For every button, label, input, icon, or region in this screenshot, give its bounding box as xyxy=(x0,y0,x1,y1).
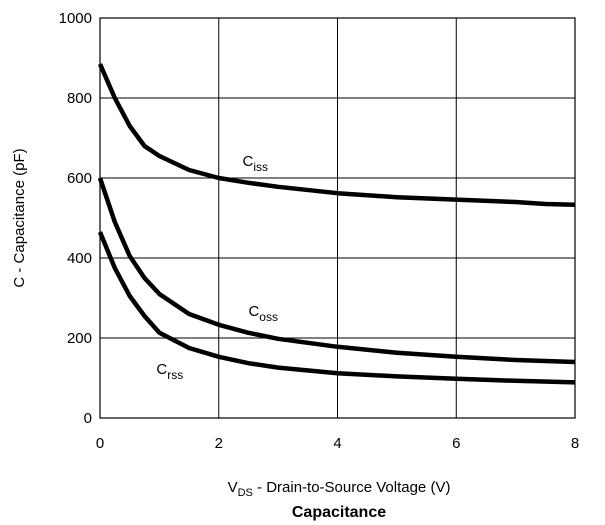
series-line-coss xyxy=(97,177,576,365)
x-axis-label: VDS - Drain-to-Source Voltage (V) xyxy=(228,479,451,499)
x-tick-label: 4 xyxy=(333,435,341,452)
series-line-ciss xyxy=(97,63,576,208)
y-tick-label: 200 xyxy=(67,330,92,347)
y-tick-label: 600 xyxy=(67,170,92,187)
series-label-ciss: Ciss xyxy=(243,153,269,174)
y-axis-ticks: 0 200 400 600 800 1000 xyxy=(59,10,92,427)
y-axis-label: C - Capacitance (pF) xyxy=(11,148,28,287)
x-axis-label-sub: DS xyxy=(238,487,253,499)
x-tick-label: 8 xyxy=(571,435,579,452)
series-label-sub: rss xyxy=(167,368,183,382)
y-tick-label: 1000 xyxy=(59,10,92,27)
grid xyxy=(100,18,575,418)
x-tick-label: 0 xyxy=(96,435,104,452)
y-tick-label: 0 xyxy=(84,410,92,427)
series-label-main: C xyxy=(248,303,259,320)
x-axis-ticks: 0 2 4 6 8 xyxy=(96,435,579,452)
chart-title: Capacitance xyxy=(292,504,386,521)
x-axis-label-rest: - Drain-to-Source Voltage (V) xyxy=(253,479,451,496)
series-label-coss: Coss xyxy=(248,303,278,324)
plot-frame xyxy=(99,17,576,419)
series-label-crss: Crss xyxy=(156,361,183,382)
y-tick-label: 400 xyxy=(67,250,92,267)
x-tick-label: 6 xyxy=(452,435,460,452)
x-axis-label-main: V xyxy=(228,479,238,496)
series-label-sub: oss xyxy=(259,310,278,324)
y-tick-label: 800 xyxy=(67,90,92,107)
series-label-sub: iss xyxy=(253,160,268,174)
series-line-crss xyxy=(97,231,576,385)
series-group xyxy=(97,63,576,385)
series-label-main: C xyxy=(243,153,254,170)
x-tick-label: 2 xyxy=(215,435,223,452)
series-label-main: C xyxy=(156,361,167,378)
